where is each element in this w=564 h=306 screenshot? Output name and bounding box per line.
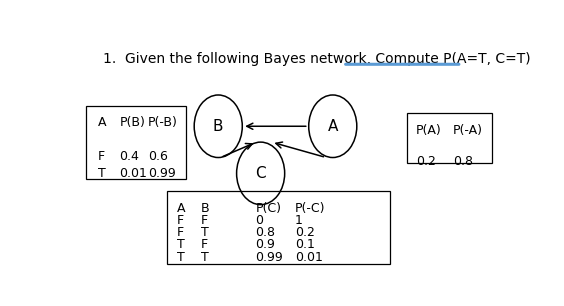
Text: 1: 1 (295, 214, 303, 227)
Text: 0.8: 0.8 (255, 226, 275, 239)
Text: 0.4: 0.4 (120, 150, 139, 162)
Text: A: A (328, 119, 338, 134)
Text: A: A (98, 116, 106, 129)
Text: 0.2: 0.2 (295, 226, 315, 239)
Text: P(-A): P(-A) (453, 124, 483, 137)
Text: T: T (177, 238, 184, 252)
Text: F: F (201, 214, 208, 227)
Text: 0.2: 0.2 (416, 155, 435, 167)
Text: P(B): P(B) (120, 116, 146, 129)
Text: F: F (201, 238, 208, 252)
Text: B: B (201, 202, 209, 215)
Text: P(C): P(C) (255, 202, 281, 215)
Text: C: C (255, 166, 266, 181)
Text: F: F (177, 214, 184, 227)
Text: 1.  Given the following Bayes network, Compute P(A=T, C=T): 1. Given the following Bayes network, Co… (103, 52, 531, 66)
Text: T: T (201, 251, 209, 264)
Text: A: A (177, 202, 185, 215)
Text: 0: 0 (255, 214, 263, 227)
Text: F: F (98, 150, 105, 162)
Text: F: F (177, 226, 184, 239)
Text: 0.9: 0.9 (255, 238, 275, 252)
Text: 0.99: 0.99 (148, 166, 175, 180)
Text: 0.6: 0.6 (148, 150, 168, 162)
Text: 0.1: 0.1 (295, 238, 315, 252)
Text: T: T (177, 251, 184, 264)
Text: 0.99: 0.99 (255, 251, 283, 264)
Text: P(-C): P(-C) (295, 202, 325, 215)
Text: T: T (98, 166, 105, 180)
Text: 0.01: 0.01 (120, 166, 147, 180)
Text: 0.01: 0.01 (295, 251, 323, 264)
Text: P(-B): P(-B) (148, 116, 178, 129)
Text: 0.8: 0.8 (453, 155, 473, 167)
Text: T: T (201, 226, 209, 239)
Text: B: B (213, 119, 223, 134)
Text: P(A): P(A) (416, 124, 442, 137)
